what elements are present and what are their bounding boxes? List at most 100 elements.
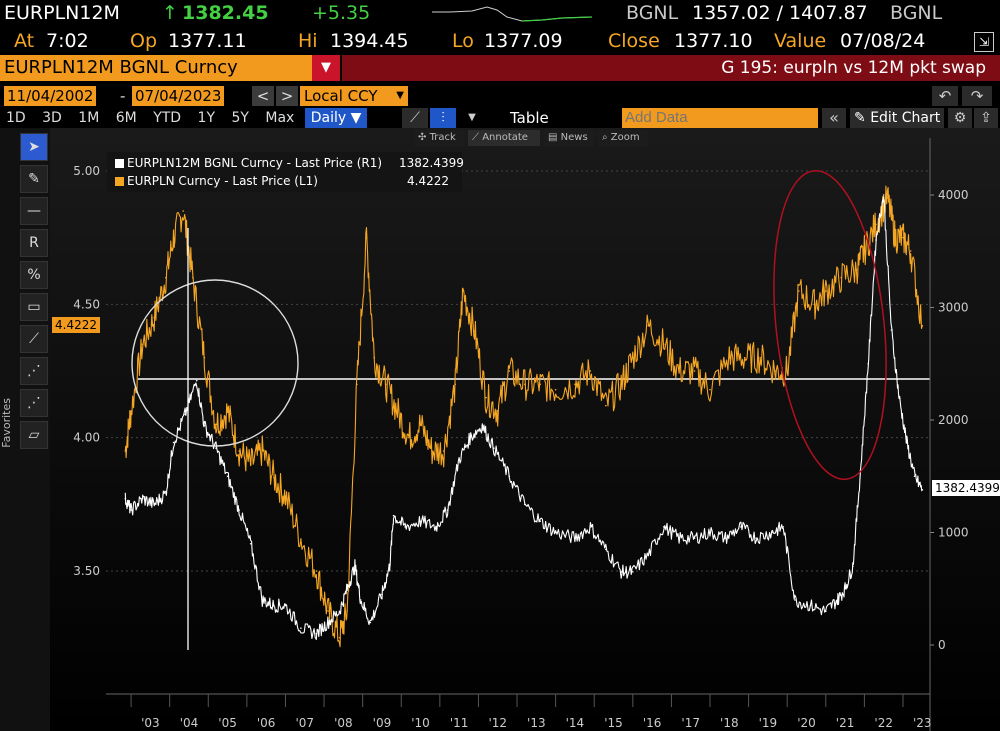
eurpln-point: [462, 290, 464, 292]
range-6m[interactable]: 6M: [115, 110, 137, 126]
text-icon[interactable]: R: [20, 229, 48, 257]
export-icon[interactable]: ⇪: [974, 108, 998, 128]
percent-icon[interactable]: %: [20, 261, 48, 289]
eurpln12m-point: [508, 475, 511, 478]
eurpln-point: [743, 356, 746, 359]
currency-select[interactable]: Local CCY ▼: [300, 86, 408, 106]
eurpln-point: [249, 463, 252, 466]
x-axis-tick: '06: [257, 716, 276, 730]
pointer-icon[interactable]: ➤: [20, 133, 48, 161]
next-period-button[interactable]: >: [276, 86, 298, 106]
eurpln-point: [921, 324, 924, 327]
eurpln12m-point: [130, 509, 132, 511]
date-separator: -: [120, 87, 126, 105]
zoom-button[interactable]: ⌕ Zoom: [598, 130, 648, 146]
eurpln-point: [238, 450, 240, 452]
eurpln-point: [396, 410, 399, 412]
x-axis-tick: '13: [527, 716, 546, 730]
range-1m[interactable]: 1M: [78, 110, 100, 126]
pen-icon[interactable]: ✎: [20, 165, 48, 193]
left-axis-tick: 3.50: [73, 564, 100, 578]
eurpln-point: [678, 370, 680, 372]
eurpln12m-point: [782, 526, 785, 528]
eurpln-point: [315, 570, 318, 572]
prev-period-button[interactable]: <: [252, 86, 274, 106]
range-1y[interactable]: 1Y: [197, 110, 215, 126]
table-button[interactable]: Table: [510, 109, 549, 127]
bar-chart-icon[interactable]: ⫶: [430, 108, 456, 128]
eurpln12m-point: [844, 587, 846, 590]
circle-annotation-left[interactable]: [131, 279, 299, 447]
edit-chart-button[interactable]: ✎ Edit Chart: [850, 108, 944, 128]
range-buttons: 1D 3D 1M 6M YTD 1Y 5Y Max Daily ▼: [0, 108, 368, 128]
eurpln-point: [709, 388, 711, 391]
eurpln-point: [346, 610, 349, 612]
rectangle-icon[interactable]: ▭: [20, 293, 48, 321]
eurpln-point: [473, 330, 476, 332]
news-button[interactable]: ▤ News: [544, 130, 594, 146]
low-label: Lo: [452, 30, 474, 52]
currency-value: Local CCY: [304, 87, 378, 105]
eurpln-point: [647, 324, 650, 327]
up-arrow-icon: ↑: [162, 2, 178, 24]
x-axis-tick: '03: [141, 716, 160, 730]
eurpln-point: [141, 343, 144, 346]
range-5y[interactable]: 5Y: [231, 110, 249, 126]
hline-icon[interactable]: —: [20, 197, 48, 225]
collapse-icon[interactable]: «: [822, 108, 846, 128]
frequency-select[interactable]: Daily ▼: [304, 108, 368, 128]
ticker-label: EURPLN12M: [4, 2, 120, 24]
line-chart-icon[interactable]: ⟋: [402, 108, 428, 128]
eurpln12m-point: [824, 610, 827, 613]
eurpln-point: [261, 450, 264, 452]
multi-line-icon[interactable]: ⋰: [20, 357, 48, 385]
ellipse-annotation-right[interactable]: [760, 165, 900, 485]
eurpln12m-point: [493, 447, 495, 449]
eurpln-point: [902, 236, 904, 239]
eurpln-point: [863, 250, 866, 252]
range-ytd[interactable]: YTD: [153, 110, 182, 126]
add-data-input[interactable]: [622, 108, 818, 128]
right-axis-tick: 4000: [938, 188, 969, 202]
eurpln12m-point: [554, 531, 557, 534]
security-dropdown-icon[interactable]: ▼: [312, 55, 340, 81]
eurpln-point: [813, 303, 816, 306]
eurpln-point: [356, 383, 358, 386]
legend-value-l1: 4.4222: [407, 174, 449, 188]
eurpln12m-point: [419, 520, 422, 523]
favorites-label[interactable]: Favorites: [0, 398, 13, 448]
zoom-label: Zoom: [610, 132, 640, 143]
range-3d[interactable]: 3D: [42, 110, 62, 126]
eurpln-point: [786, 370, 788, 372]
settings-icon[interactable]: ⚙: [948, 108, 972, 128]
price-chart[interactable]: 5.00 4.50 4.00 3.50 4000 3000 2000 1000 0 '03 '04 '…: [50, 128, 1000, 731]
annotate-button[interactable]: ⟋ Annotate: [468, 130, 540, 146]
legend-swatch-orange: [115, 177, 124, 186]
redo-icon[interactable]: ↷: [962, 86, 992, 106]
x-axis-tick: '23: [913, 716, 932, 730]
trendline-icon[interactable]: ⟋: [20, 325, 48, 353]
polyline-icon[interactable]: ⋰: [20, 389, 48, 417]
x-axis-tick: '10: [411, 716, 430, 730]
eurpln-point: [385, 383, 387, 386]
track-label: Track: [429, 132, 456, 143]
range-max[interactable]: Max: [265, 110, 295, 126]
eurpln12m-point: [605, 548, 607, 551]
security-title[interactable]: EURPLN12M BGNL Curncy: [0, 55, 312, 81]
right-last-tag: 1382.4399: [932, 480, 1000, 496]
eurpln-point: [165, 276, 167, 279]
chart-type-dropdown-icon[interactable]: ▼: [468, 112, 476, 123]
start-date-input[interactable]: 11/04/2002: [4, 86, 97, 106]
end-date-input[interactable]: 07/04/2023: [132, 86, 225, 106]
eurpln12m-point: [469, 436, 472, 438]
eurpln12m-point: [740, 526, 742, 528]
eurpln-point: [215, 423, 217, 426]
track-button[interactable]: ✣ Track: [414, 130, 464, 146]
close-label: Close: [608, 30, 660, 52]
channel-icon[interactable]: ▱: [20, 421, 48, 449]
range-1d[interactable]: 1D: [6, 110, 26, 126]
eurpln12m-point: [809, 604, 812, 607]
popout-icon[interactable]: ⇲: [974, 32, 994, 52]
chart-legend[interactable]: EURPLN12M BGNL Curncy - Last Price (R1) …: [107, 152, 464, 192]
undo-icon[interactable]: ↶: [932, 86, 958, 106]
